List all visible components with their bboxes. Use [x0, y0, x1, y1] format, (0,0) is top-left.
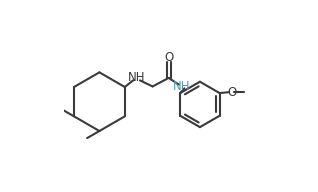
- Text: NH: NH: [128, 71, 145, 84]
- Text: O: O: [164, 51, 173, 64]
- Text: NH: NH: [173, 80, 191, 93]
- Text: O: O: [227, 86, 237, 99]
